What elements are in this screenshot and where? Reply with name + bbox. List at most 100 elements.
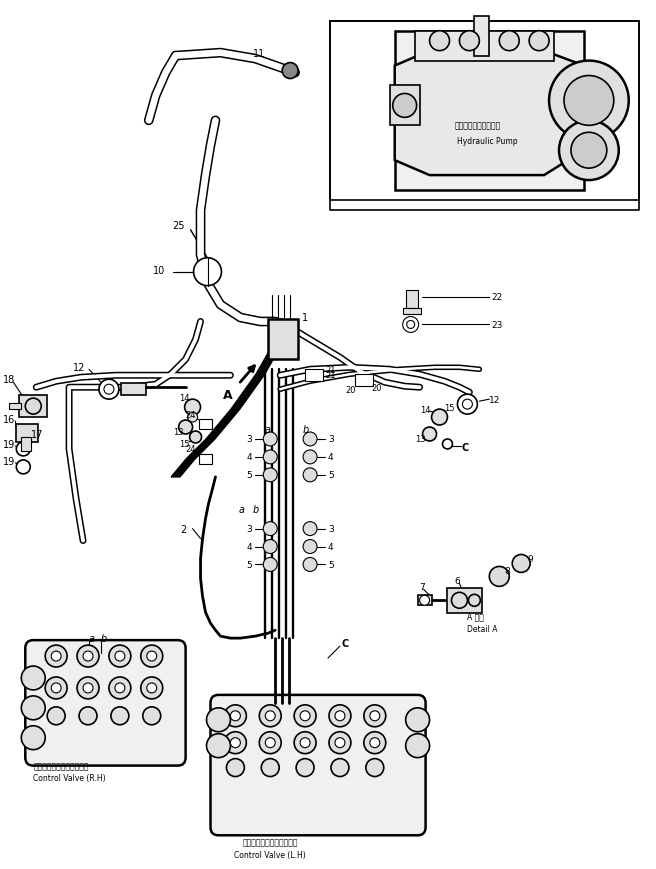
Circle shape [303, 433, 317, 447]
Text: 5: 5 [328, 561, 334, 569]
Circle shape [226, 759, 244, 777]
Text: ハイドロリックポンプ: ハイドロリックポンプ [455, 122, 501, 130]
Bar [418, 595, 432, 606]
Circle shape [296, 759, 314, 777]
Text: 20: 20 [372, 383, 382, 392]
Text: 3: 3 [247, 525, 253, 534]
Circle shape [115, 683, 125, 693]
Text: A 詳細: A 詳細 [468, 612, 484, 621]
Bar [121, 384, 146, 395]
Text: 21: 21 [325, 370, 335, 379]
Circle shape [141, 646, 163, 667]
Text: 7: 7 [420, 582, 425, 591]
Text: a: a [89, 634, 95, 643]
Circle shape [230, 711, 240, 721]
Circle shape [303, 522, 317, 536]
Text: 4: 4 [328, 453, 334, 461]
Text: 10: 10 [153, 265, 165, 275]
Circle shape [45, 677, 67, 699]
Text: 19: 19 [3, 440, 16, 449]
Circle shape [104, 385, 114, 395]
Bar [199, 454, 213, 464]
Circle shape [190, 432, 201, 443]
Circle shape [499, 31, 519, 51]
Circle shape [265, 738, 276, 748]
Text: 21: 21 [325, 365, 335, 375]
Text: 1: 1 [302, 313, 308, 323]
Circle shape [370, 711, 380, 721]
Text: Control Valve (R.H): Control Valve (R.H) [33, 773, 106, 782]
Circle shape [51, 683, 61, 693]
Text: 9: 9 [527, 554, 533, 563]
Circle shape [263, 522, 277, 536]
Circle shape [564, 76, 614, 126]
Text: 5: 5 [328, 471, 334, 480]
Text: 13: 13 [173, 427, 183, 436]
Bar [268, 320, 298, 360]
Circle shape [329, 732, 351, 753]
Polygon shape [395, 51, 599, 176]
Text: 25: 25 [173, 221, 185, 230]
Circle shape [207, 734, 230, 758]
Circle shape [263, 558, 277, 572]
Text: 24: 24 [186, 410, 196, 419]
Text: 4: 4 [247, 542, 253, 552]
Circle shape [393, 95, 417, 118]
Text: Hydraulic Pump: Hydraulic Pump [457, 136, 518, 146]
FancyBboxPatch shape [211, 695, 426, 835]
Circle shape [303, 558, 317, 572]
Circle shape [366, 759, 384, 777]
Circle shape [16, 461, 30, 474]
Text: 8: 8 [504, 567, 510, 575]
Circle shape [83, 652, 93, 661]
Circle shape [559, 121, 619, 181]
Text: 6: 6 [455, 576, 461, 585]
Circle shape [294, 705, 316, 727]
Circle shape [143, 707, 161, 725]
Circle shape [512, 554, 530, 573]
Circle shape [430, 31, 449, 51]
Text: 5: 5 [247, 561, 253, 569]
Bar [199, 420, 213, 429]
Text: 19: 19 [3, 456, 16, 467]
Circle shape [184, 400, 201, 415]
Circle shape [224, 705, 247, 727]
Circle shape [457, 395, 478, 415]
FancyBboxPatch shape [26, 640, 186, 766]
Bar [403, 308, 420, 315]
Text: 12: 12 [73, 363, 85, 373]
Circle shape [335, 711, 345, 721]
Circle shape [21, 696, 45, 720]
Bar [21, 437, 31, 451]
Circle shape [265, 711, 276, 721]
Text: C: C [342, 639, 349, 648]
Circle shape [99, 380, 119, 400]
Bar [390, 86, 420, 126]
Text: 4: 4 [328, 542, 334, 552]
Circle shape [16, 442, 30, 456]
Circle shape [77, 677, 99, 699]
Text: 24: 24 [186, 445, 196, 454]
Circle shape [403, 317, 419, 333]
Text: 14: 14 [420, 405, 430, 415]
Text: Control Valve (L.H): Control Valve (L.H) [234, 850, 306, 859]
Text: b: b [101, 634, 107, 643]
Bar [355, 375, 373, 387]
Circle shape [300, 711, 310, 721]
Circle shape [451, 593, 468, 608]
Circle shape [77, 646, 99, 667]
Circle shape [335, 738, 345, 748]
Circle shape [111, 707, 129, 725]
Text: 5: 5 [247, 471, 253, 480]
Circle shape [263, 433, 277, 447]
Text: 17: 17 [31, 429, 44, 440]
Text: A: A [222, 388, 232, 401]
Circle shape [571, 133, 607, 169]
Circle shape [26, 399, 41, 415]
Circle shape [207, 708, 230, 732]
Circle shape [303, 450, 317, 464]
Circle shape [294, 732, 316, 753]
Circle shape [109, 646, 131, 667]
Text: 11: 11 [253, 49, 266, 58]
Circle shape [300, 738, 310, 748]
